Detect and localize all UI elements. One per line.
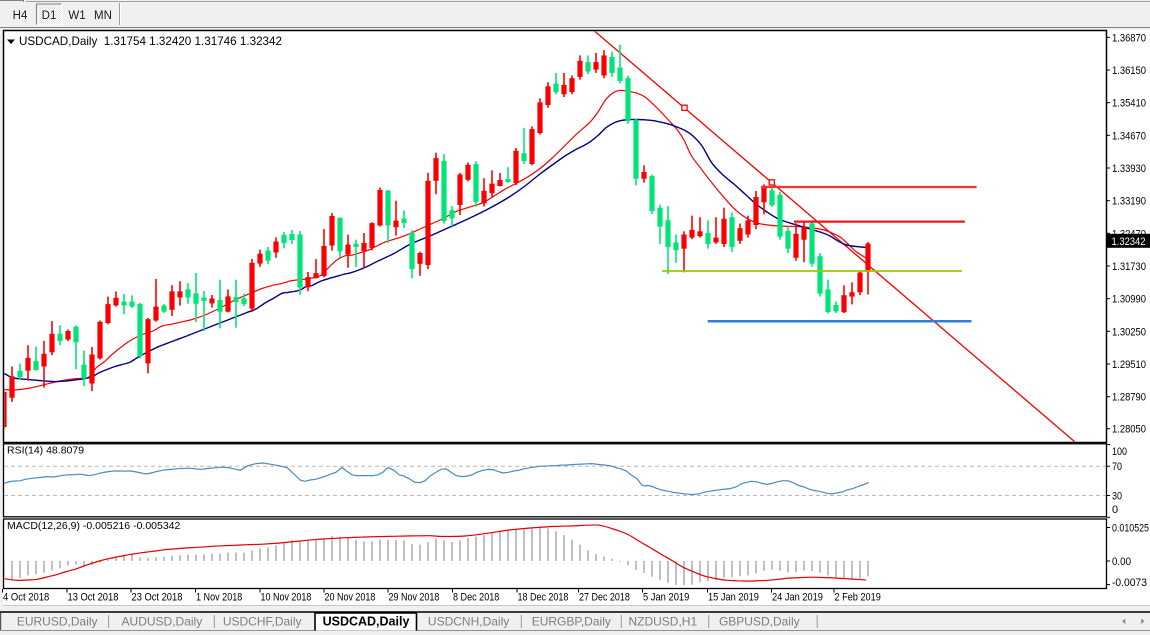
svg-text:23 Oct 2018: 23 Oct 2018 <box>132 592 183 604</box>
svg-text:W1: W1 <box>68 10 85 22</box>
svg-text:1.30250: 1.30250 <box>1112 326 1146 338</box>
svg-text:4 Oct 2018: 4 Oct 2018 <box>3 592 49 604</box>
svg-text:30: 30 <box>1112 491 1122 503</box>
svg-text:27 Dec 2018: 27 Dec 2018 <box>579 592 630 604</box>
svg-text:1.28790: 1.28790 <box>1112 392 1146 404</box>
svg-text:USDCHF,Daily: USDCHF,Daily <box>223 615 302 629</box>
svg-text:13 Oct 2018: 13 Oct 2018 <box>68 592 119 604</box>
svg-text:10 Nov 2018: 10 Nov 2018 <box>261 592 312 604</box>
svg-text:0.010525: 0.010525 <box>1112 523 1149 535</box>
svg-text:70: 70 <box>1112 461 1122 473</box>
svg-text:1.32342: 1.32342 <box>1112 236 1146 248</box>
svg-text:1.30990: 1.30990 <box>1112 294 1146 306</box>
svg-text:0.00: 0.00 <box>1112 556 1131 568</box>
svg-text:1 Nov 2018: 1 Nov 2018 <box>196 592 242 604</box>
svg-text:EURGBP,Daily: EURGBP,Daily <box>532 615 611 629</box>
svg-text:5 Jan 2019: 5 Jan 2019 <box>643 592 689 604</box>
svg-text:1.33930: 1.33930 <box>1112 163 1146 175</box>
svg-text:EURUSD,Daily: EURUSD,Daily <box>17 615 98 629</box>
svg-text:-0.0073: -0.0073 <box>1112 577 1147 589</box>
svg-text:1.34670: 1.34670 <box>1112 130 1146 142</box>
svg-text:2 Feb 2019: 2 Feb 2019 <box>835 592 881 604</box>
svg-text:29 Nov 2018: 29 Nov 2018 <box>389 592 440 604</box>
svg-text:1.28050: 1.28050 <box>1112 424 1146 436</box>
svg-text:15 Jan 2019: 15 Jan 2019 <box>708 592 759 604</box>
svg-text:0: 0 <box>1112 504 1118 516</box>
svg-text:8 Dec 2018: 8 Dec 2018 <box>453 592 499 604</box>
svg-text:1.36870: 1.36870 <box>1112 32 1146 44</box>
svg-text:USDCNH,Daily: USDCNH,Daily <box>428 615 509 629</box>
svg-text:D1: D1 <box>42 10 57 22</box>
svg-text:1.36150: 1.36150 <box>1112 65 1146 77</box>
svg-text:100: 100 <box>1112 446 1127 458</box>
svg-text:MACD(12,26,9) -0.005216 -0.005: MACD(12,26,9) -0.005216 -0.005342 <box>7 520 181 532</box>
svg-text:RSI(14) 48.8079: RSI(14) 48.8079 <box>7 445 84 457</box>
svg-text:NZDUSD,H1: NZDUSD,H1 <box>628 615 697 629</box>
svg-text:MN: MN <box>94 10 112 22</box>
svg-text:24 Jan 2019: 24 Jan 2019 <box>772 592 823 604</box>
svg-text:USDCAD,Daily: USDCAD,Daily <box>323 615 410 629</box>
svg-text:18 Dec 2018: 18 Dec 2018 <box>518 592 569 604</box>
svg-text:1.33190: 1.33190 <box>1112 196 1146 208</box>
svg-text:AUDUSD,Daily: AUDUSD,Daily <box>122 615 203 629</box>
svg-text:1.35410: 1.35410 <box>1112 98 1146 110</box>
svg-text:1.31730: 1.31730 <box>1112 261 1146 273</box>
svg-text:H4: H4 <box>13 10 28 22</box>
svg-text:USDCAD,Daily 1.31754 1.32420: USDCAD,Daily 1.31754 1.32420 1.31746 1.3… <box>19 34 282 48</box>
svg-text:1.29510: 1.29510 <box>1112 359 1146 371</box>
svg-text:GBPUSD,Daily: GBPUSD,Daily <box>719 615 800 629</box>
svg-text:20 Nov 2018: 20 Nov 2018 <box>325 592 376 604</box>
